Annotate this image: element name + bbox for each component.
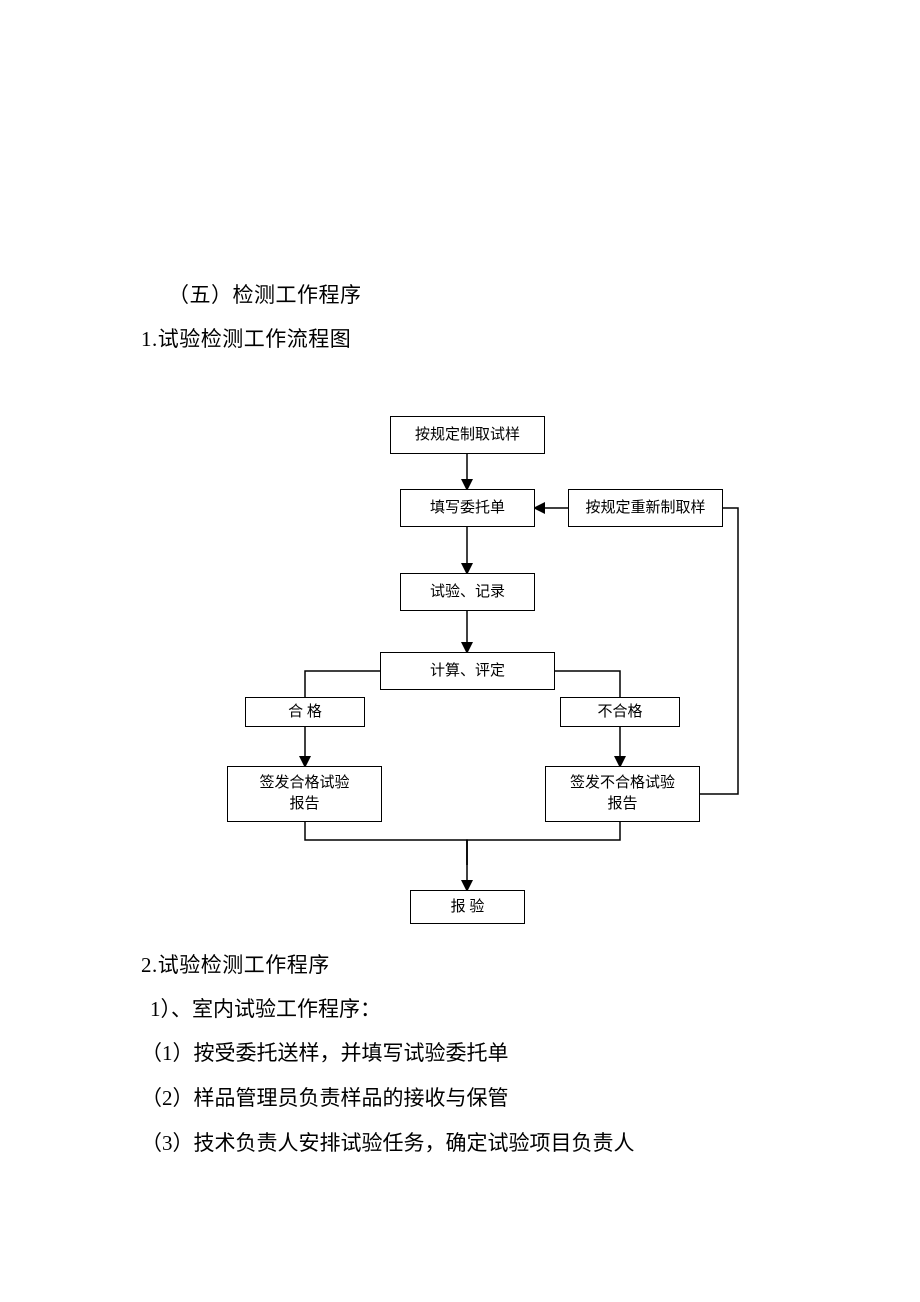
procedure-step-3: （3）技术负责人安排试验任务，确定试验项目负责人 [141,1128,635,1160]
flow-node-n9: 签发不合格试验 报告 [545,766,700,822]
flow-node-n4: 试验、记录 [400,573,535,611]
flow-node-n5: 计算、评定 [380,652,555,690]
procedure-step-2: （2）样品管理员负责样品的接收与保管 [141,1083,509,1115]
flow-node-n8: 签发合格试验 报告 [227,766,382,822]
sub-procedure-heading: 1）、室内试验工作程序： [150,994,381,1026]
flow-node-n3: 按规定重新制取样 [568,489,723,527]
subheading-2: 2.试验检测工作程序 [141,950,330,982]
flow-node-n7: 不合格 [560,697,680,727]
flow-node-n2: 填写委托单 [400,489,535,527]
flow-node-n6: 合 格 [245,697,365,727]
flow-node-n1: 按规定制取试样 [390,416,545,454]
page: （五）检测工作程序 1.试验检测工作流程图 按规定制取试样填写委托单按规定重新制… [0,0,920,1302]
flow-node-n10: 报 验 [410,890,525,924]
procedure-step-1: （1）按受委托送样，并填写试验委托单 [141,1038,509,1070]
